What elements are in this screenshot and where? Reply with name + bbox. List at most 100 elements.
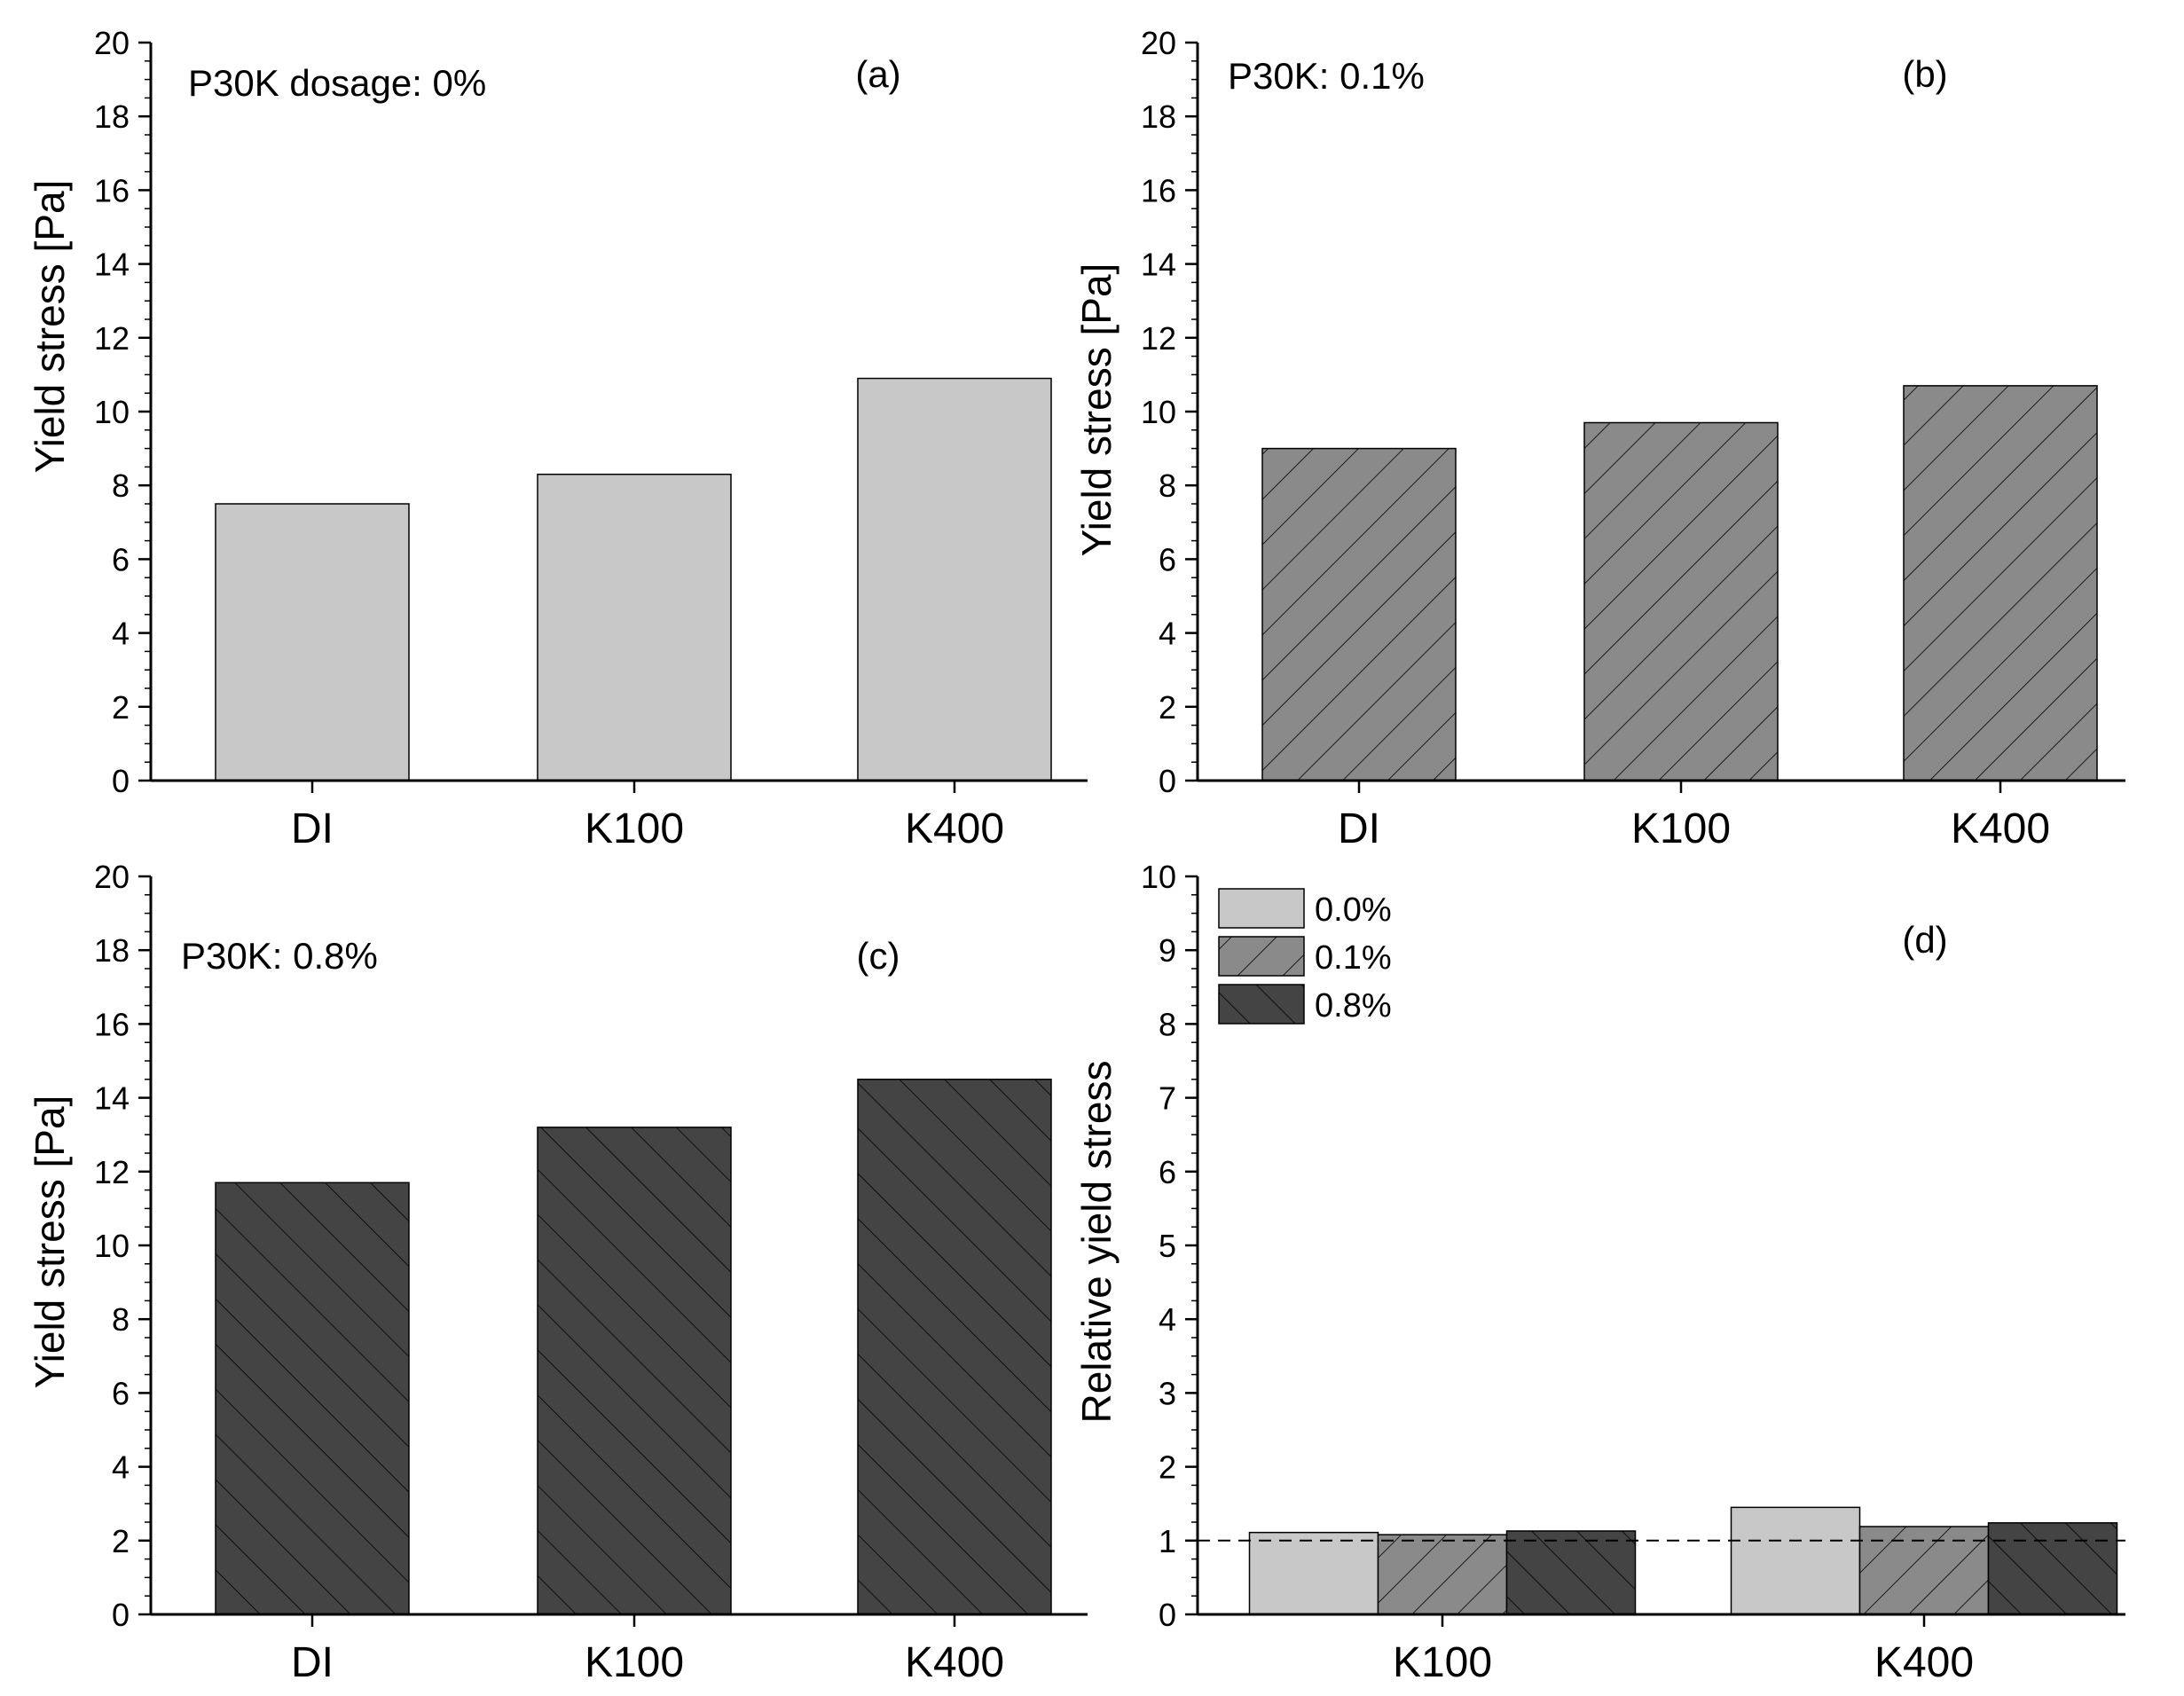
- bar-c-k100-hatch: [538, 1127, 731, 1614]
- xtick-label-a-k100: K100: [585, 805, 684, 852]
- ytick-label-d-4: 4: [1159, 1301, 1176, 1338]
- ytick-label-c-2: 2: [112, 1523, 130, 1559]
- xtick-label-c-k400: K400: [905, 1639, 1004, 1686]
- ytick-label-a-4: 4: [112, 616, 130, 652]
- ytick-label-c-16: 16: [94, 1006, 130, 1042]
- xtick-label-b-di: DI: [1338, 805, 1380, 852]
- bar-d-k400-s0: [1730, 1506, 1861, 1615]
- ytick-label-a-20: 20: [94, 25, 130, 61]
- bar-a-k100: [537, 473, 732, 781]
- ytick-label-a-0: 0: [112, 763, 130, 799]
- ytick-label-b-6: 6: [1159, 541, 1176, 577]
- legend-swatch-0: [1218, 888, 1305, 929]
- ytick-label-c-18: 18: [94, 932, 130, 969]
- legend-label-0: 0.0%: [1315, 891, 1392, 929]
- ytick-label-d-5: 5: [1159, 1228, 1176, 1264]
- bar-b-k400-hatch: [1904, 385, 2097, 781]
- ytick-label-b-12: 12: [1141, 320, 1176, 357]
- bar-c-di-hatch: [216, 1182, 409, 1614]
- bar-b-k100-hatch: [1584, 422, 1778, 781]
- ytick-label-a-16: 16: [94, 172, 130, 208]
- panel-d-letter: (d): [1902, 919, 1947, 961]
- xtick-label-c-di: DI: [291, 1639, 334, 1686]
- bar-d-k100-s2-hatch: [1506, 1530, 1636, 1614]
- ytick-label-b-14: 14: [1141, 247, 1176, 283]
- panel-a-note: P30K dosage: 0%: [188, 62, 486, 104]
- ytick-label-b-16: 16: [1141, 172, 1176, 208]
- ytick-label-a-2: 2: [112, 689, 130, 726]
- ytick-label-b-18: 18: [1141, 98, 1176, 135]
- ytick-label-a-14: 14: [94, 247, 130, 283]
- legend-label-1: 0.1%: [1315, 939, 1392, 977]
- ytick-label-d-9: 9: [1159, 932, 1176, 969]
- panel-a: 0 2 4 6 8 10 12 14 16 18 20 DI K100 K400 P30K dosage:…: [27, 25, 1088, 852]
- panel-b: 0 2 4 6 8 10 12 14 16 18 20 DI K100 K400 P30K: 0.1% (…: [1073, 25, 2125, 852]
- ytick-label-a-18: 18: [94, 98, 130, 135]
- legend-swatch-1-hatch: [1219, 937, 1304, 976]
- xtick-label-b-k400: K400: [1951, 805, 2050, 852]
- panel-c-letter: (c): [857, 935, 900, 977]
- xtick-label-a-di: DI: [291, 805, 334, 852]
- panel-a-ticks: 0 2 4 6 8 10 12 14 16 18 20 DI K100 K400: [94, 25, 1004, 852]
- ytick-label-c-10: 10: [94, 1228, 130, 1264]
- panel-d-legend: 0.0% 0.1% 0.8%: [1218, 888, 1392, 1025]
- ytick-label-b-10: 10: [1141, 394, 1176, 430]
- panel-c: 0 2 4 6 8 10 12 14 16 18 20 DI K100 K400 P30K: 0.8% (…: [27, 859, 1088, 1686]
- ytick-label-a-8: 8: [112, 467, 130, 504]
- ytick-label-b-2: 2: [1159, 689, 1176, 726]
- legend-swatch-2-hatch: [1219, 985, 1304, 1024]
- bar-c-k400-hatch: [858, 1079, 1051, 1614]
- panel-b-ylabel: Yield stress [Pa]: [1073, 263, 1119, 557]
- ytick-label-d-6: 6: [1159, 1154, 1176, 1190]
- panel-a-letter: (a): [855, 53, 900, 95]
- ytick-label-d-0: 0: [1159, 1597, 1176, 1633]
- ytick-label-d-3: 3: [1159, 1375, 1176, 1411]
- ytick-label-c-0: 0: [112, 1597, 130, 1633]
- panel-d: 0 1 2 3 4 5 6 7 8 9 10 K100 K400 (d) Relative yield …: [1073, 859, 2125, 1686]
- ytick-label-d-2: 2: [1159, 1449, 1176, 1486]
- ytick-label-b-4: 4: [1159, 616, 1176, 652]
- panel-b-ticks: 0 2 4 6 8 10 12 14 16 18 20 DI K100 K400: [1141, 25, 2050, 852]
- bar-a-di: [215, 503, 410, 781]
- bar-b-di-hatch: [1262, 448, 1456, 781]
- bar-a-k400: [857, 377, 1052, 781]
- ytick-label-b-8: 8: [1159, 467, 1176, 504]
- ytick-label-c-6: 6: [112, 1375, 130, 1411]
- panel-d-ticks: 0 1 2 3 4 5 6 7 8 9 10 K100 K400: [1141, 859, 1974, 1686]
- xtick-label-a-k400: K400: [905, 805, 1004, 852]
- ytick-label-c-4: 4: [112, 1449, 130, 1486]
- panel-d-bars: [1248, 1506, 2118, 1615]
- ytick-label-d-1: 1: [1159, 1523, 1176, 1559]
- panel-c-ticks: 0 2 4 6 8 10 12 14 16 18 20 DI K100 K400: [94, 859, 1004, 1686]
- ytick-label-c-20: 20: [94, 859, 130, 895]
- panel-c-bars: [215, 1079, 1052, 1615]
- xtick-label-c-k100: K100: [585, 1639, 684, 1686]
- panel-b-bars: [1261, 385, 2098, 781]
- ytick-label-c-12: 12: [94, 1154, 130, 1190]
- ytick-label-a-12: 12: [94, 320, 130, 357]
- legend-label-2: 0.8%: [1315, 987, 1392, 1025]
- ytick-label-b-20: 20: [1141, 25, 1176, 61]
- ytick-label-a-6: 6: [112, 541, 130, 577]
- panel-b-letter: (b): [1902, 53, 1947, 95]
- panel-c-ylabel: Yield stress [Pa]: [27, 1095, 73, 1389]
- ytick-label-b-0: 0: [1159, 763, 1176, 799]
- xtick-label-d-k100: K100: [1393, 1639, 1492, 1686]
- xtick-label-b-k100: K100: [1631, 805, 1731, 852]
- bar-d-k100-s1-hatch: [1378, 1535, 1507, 1614]
- ytick-label-c-14: 14: [94, 1080, 130, 1117]
- ytick-label-a-10: 10: [94, 394, 130, 430]
- ytick-label-d-8: 8: [1159, 1006, 1176, 1042]
- panel-d-ylabel: Relative yield stress: [1073, 1060, 1119, 1423]
- panel-b-note: P30K: 0.1%: [1228, 55, 1425, 97]
- xtick-label-d-k400: K400: [1874, 1639, 1974, 1686]
- panel-a-ylabel: Yield stress [Pa]: [27, 180, 73, 474]
- bar-d-k400-s2-hatch: [1988, 1522, 2117, 1614]
- ytick-label-d-10: 10: [1141, 859, 1176, 895]
- panel-a-bars: [215, 377, 1052, 781]
- bar-d-k100-s0: [1248, 1531, 1379, 1615]
- panel-c-note: P30K: 0.8%: [181, 935, 378, 977]
- ytick-label-d-7: 7: [1159, 1080, 1176, 1117]
- ytick-label-c-8: 8: [112, 1301, 130, 1338]
